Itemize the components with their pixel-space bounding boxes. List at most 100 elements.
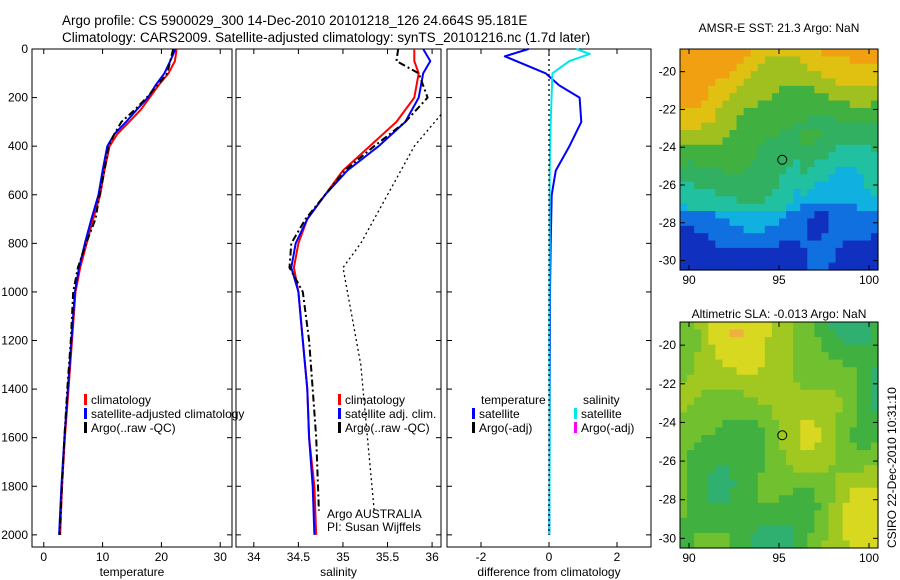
map-cell [687,442,695,451]
map-cell [779,322,787,331]
map-cell [729,374,738,383]
map-cell [863,517,872,526]
map-cell [701,78,709,87]
map-cell [779,211,787,220]
map-cell [835,359,844,368]
map-cell [779,517,787,526]
map-cell [680,487,688,496]
map-cell [849,465,858,474]
map-cell [870,374,879,383]
map-cell [771,78,780,87]
map-cell [729,450,738,459]
map-cell [715,457,724,466]
map-cell [821,196,830,205]
map-cell [743,159,752,168]
map-cell [680,389,688,398]
map-cell [814,412,823,421]
map-cell [750,49,759,57]
map-cell [729,322,738,331]
map-cell [687,329,695,338]
map-cell [764,85,773,94]
y-tick-label: 800 [8,236,28,250]
map-cell [729,517,738,526]
map-cell [814,196,823,205]
map-cell [814,510,823,519]
map-cell [750,233,759,242]
map-cell [694,196,702,205]
map-cell [708,107,716,116]
map-cell [694,465,702,474]
map-cell [736,56,745,65]
map-cell [800,442,808,451]
map-cell [750,374,759,383]
map-cell [856,510,865,519]
map-cell [680,517,688,526]
y-tick-label: -28 [659,493,677,507]
map-cell [856,359,865,368]
map-cell [736,487,745,496]
map-cell [786,419,794,429]
map-cell [764,203,773,212]
map-cell [814,487,823,496]
x-axis-label: temperature [100,565,165,579]
map-cell [708,152,716,161]
map-cell [694,218,702,227]
map-cell [708,419,716,429]
map-cell [779,435,787,444]
x-tick-label: 30 [214,550,228,564]
map-cell [793,166,801,175]
map-cell [800,472,808,481]
map-cell [680,174,688,183]
map-cell [800,100,808,109]
map-cell [694,225,702,234]
map-title: AMSR-E SST: 21.3 Argo: NaN [699,21,860,35]
map-cell [743,344,752,353]
map-cell [687,159,695,168]
map-cell [715,472,724,481]
map-cell [708,442,716,451]
map-cell [814,480,823,489]
map-cell [771,240,780,249]
map-cell [701,404,709,413]
map-cell [842,374,851,383]
map-cell [870,137,879,146]
map-cell [807,532,815,542]
map-cell [708,93,716,102]
map-cell [828,225,837,234]
map-cell [849,502,858,511]
map-cell [849,525,858,534]
map-cell [786,152,794,161]
map-cell [793,262,801,271]
map-cell [715,159,724,168]
map-cell [729,442,738,451]
map-cell [807,211,815,220]
map-cell [793,181,801,190]
map-cell [856,480,865,489]
map-cell [856,435,865,444]
map-cell [687,225,695,234]
map-cell [764,457,773,466]
map-cell [821,107,830,116]
map-cell [793,517,801,526]
map-cell [708,122,716,131]
map-cell [701,344,709,353]
map-cell [842,457,851,466]
map-cell [757,78,766,87]
map-cell [722,159,731,168]
map-cell [835,337,844,346]
map-cell [736,435,745,444]
map-cell [743,78,752,87]
map-cell [722,122,731,131]
map-cell [701,188,709,197]
map-cell [800,203,808,212]
map-cell [722,130,731,138]
map-cell [757,442,766,451]
map-cell [828,93,837,102]
map-cell [708,137,716,146]
map-cell [835,435,844,444]
map-cell [694,442,702,451]
legend-label: Argo(-adj) [479,421,532,435]
map-cell [708,540,716,549]
map-cell [786,517,794,526]
map-cell [708,450,716,459]
